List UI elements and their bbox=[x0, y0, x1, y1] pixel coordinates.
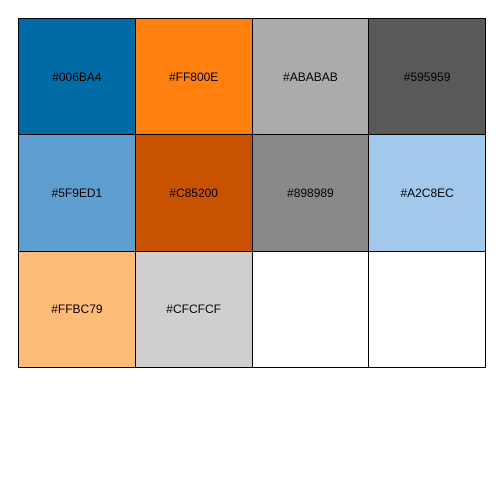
swatch-hex-label: #006BA4 bbox=[52, 69, 102, 84]
empty-swatch bbox=[369, 251, 486, 368]
color-swatch: #006BA4 bbox=[19, 19, 136, 136]
color-swatch: #FF800E bbox=[135, 19, 253, 136]
color-swatch: #CFCFCF bbox=[135, 251, 253, 368]
swatch-hex-label: #FFBC79 bbox=[51, 302, 103, 317]
swatch-hex-label: #CFCFCF bbox=[166, 302, 221, 317]
color-swatch: #898989 bbox=[252, 135, 370, 252]
swatch-hex-label: #595959 bbox=[403, 69, 451, 84]
color-swatch: #A2C8EC bbox=[369, 135, 486, 252]
swatch-hex-label: #5F9ED1 bbox=[51, 185, 103, 200]
color-swatch: #FFBC79 bbox=[19, 251, 136, 368]
color-swatch: #C85200 bbox=[135, 135, 253, 252]
swatch-hex-label: #898989 bbox=[287, 185, 334, 200]
color-swatch: #ABABAB bbox=[252, 19, 370, 136]
color-swatch-grid: #006BA4 #FF800E #ABABAB #595959 #5F9ED1 … bbox=[18, 18, 486, 368]
swatch-hex-label: #A2C8EC bbox=[400, 185, 454, 200]
color-swatch: #595959 bbox=[369, 19, 486, 136]
color-swatch: #5F9ED1 bbox=[19, 135, 136, 252]
swatch-hex-label: #FF800E bbox=[168, 69, 219, 84]
empty-swatch bbox=[252, 251, 370, 368]
swatch-hex-label: #ABABAB bbox=[283, 69, 338, 84]
swatch-hex-label: #C85200 bbox=[169, 185, 218, 200]
